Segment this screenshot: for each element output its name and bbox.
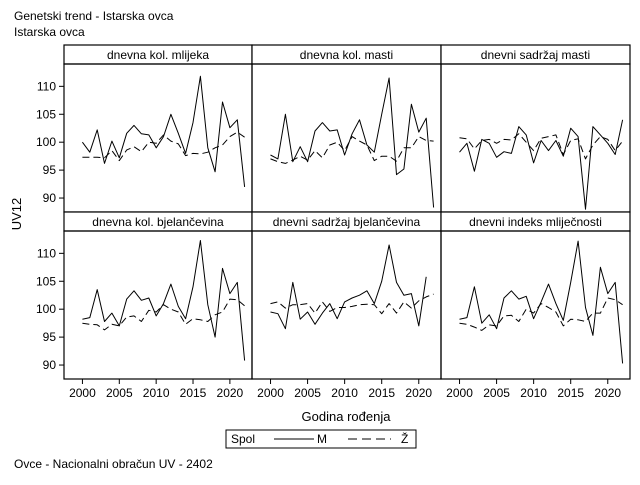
legend-frame	[225, 429, 417, 449]
figure-title: Genetski trend - Istarska ovca	[14, 9, 174, 23]
series-line-m	[81, 75, 246, 187]
series-line-z	[459, 133, 623, 160]
x-axis-title: Godina rođenja	[302, 409, 392, 424]
series-line-z	[82, 298, 245, 331]
y-tick-label: 95	[43, 330, 57, 344]
x-tick-label: 2020	[217, 386, 244, 400]
panel-2: dnevna kol. masti	[251, 44, 442, 213]
panel-4: dnevna kol. bjelančevina	[63, 211, 253, 380]
x-tick-label: 2010	[331, 386, 358, 400]
y-tick-label: 95	[43, 163, 57, 177]
x-tick-label: 2000	[69, 386, 96, 400]
series-line-m	[270, 244, 427, 330]
shared-axes: 90 95 100 105 110 90 95 100 105 110 2000 2005 2010 20…	[36, 79, 621, 400]
series-line-z	[270, 136, 434, 164]
series-line-z	[82, 131, 245, 162]
x-tick-label: 2015	[368, 386, 395, 400]
y-tick-label: 90	[43, 358, 57, 372]
footer-note: Ovce - Nacionalni obračun UV - 2402	[14, 457, 213, 471]
panel-1: dnevna kol. mlijeka	[63, 44, 253, 213]
x-tick-label: 2005	[106, 386, 133, 400]
x-tick-label: 2000	[257, 386, 284, 400]
panel-grid: dnevna kol. mlijeka dnevna kol. masti dnev…	[63, 44, 631, 380]
panel-title: dnevni indeks mliječnosti	[469, 215, 602, 229]
y-tick-label: 110	[37, 246, 56, 260]
y-tick-label: 90	[43, 191, 57, 205]
x-tick-label: 2005	[294, 386, 321, 400]
series-line-z	[270, 293, 434, 315]
x-tick-label: 2020	[405, 386, 432, 400]
panel-5: dnevni sadržaj bjelančevina	[251, 211, 442, 380]
x-tick-label: 2010	[143, 386, 170, 400]
y-tick-label: 110	[37, 79, 56, 93]
legend-label-z: Ž	[401, 431, 408, 446]
figure-subtitle: Istarska ovca	[14, 25, 85, 39]
legend: Spol M Ž	[225, 429, 417, 449]
panel-frame	[440, 230, 631, 380]
x-tick-label: 2000	[446, 386, 473, 400]
x-tick-label: 2005	[483, 386, 510, 400]
x-tick-label: 2020	[594, 386, 621, 400]
y-tick-label: 100	[36, 135, 56, 149]
y-tick-label: 105	[36, 274, 56, 288]
series-line-z	[459, 297, 623, 331]
legend-title: Spol	[231, 432, 255, 446]
series-line-m	[459, 119, 624, 210]
panel-title: dnevna kol. bjelančevina	[92, 215, 224, 229]
y-tick-label: 100	[36, 302, 56, 316]
x-tick-label: 2015	[557, 386, 584, 400]
panel-6: dnevni indeks mliječnosti	[440, 211, 631, 380]
legend-label-m: M	[317, 432, 327, 446]
panel-title: dnevni sadržaj masti	[481, 48, 590, 62]
x-tick-label: 2010	[520, 386, 547, 400]
x-tick-label: 2015	[180, 386, 207, 400]
panel-title: dnevni sadržaj bjelančevina	[273, 215, 421, 229]
y-tick-label: 105	[36, 107, 56, 121]
panel-title: dnevna kol. masti	[300, 48, 393, 62]
panel-title: dnevna kol. mlijeka	[107, 48, 209, 62]
y-axis-title: UV12	[9, 198, 24, 231]
